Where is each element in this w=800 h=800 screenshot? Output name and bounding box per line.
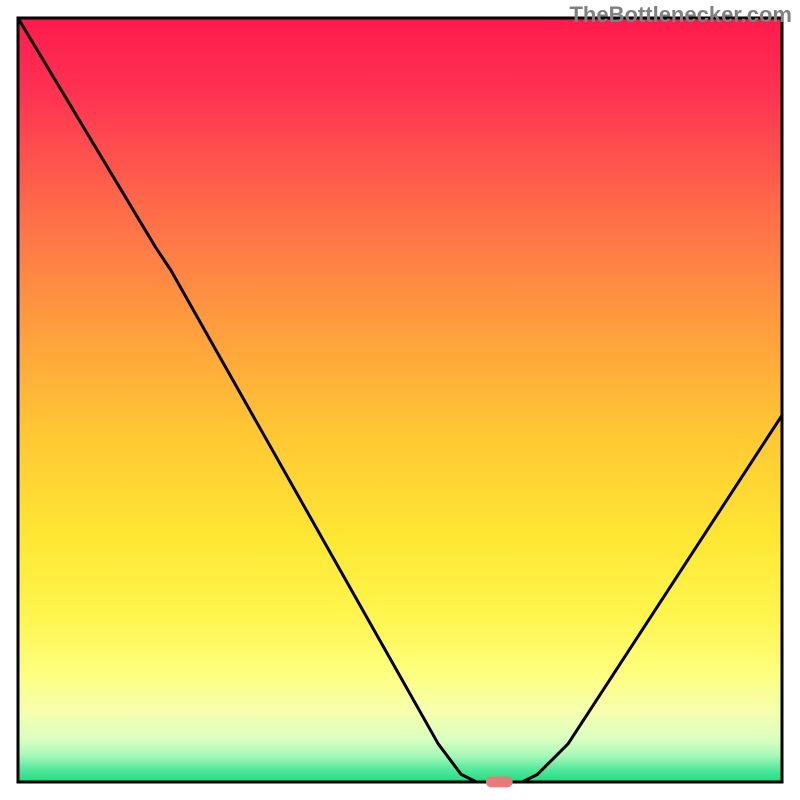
plot-background [18, 18, 782, 782]
attribution-link[interactable]: TheBottlenecker.com [569, 2, 792, 28]
chart-container: TheBottlenecker.com [0, 0, 800, 800]
optimal-marker [486, 777, 513, 788]
bottleneck-chart [0, 0, 800, 800]
